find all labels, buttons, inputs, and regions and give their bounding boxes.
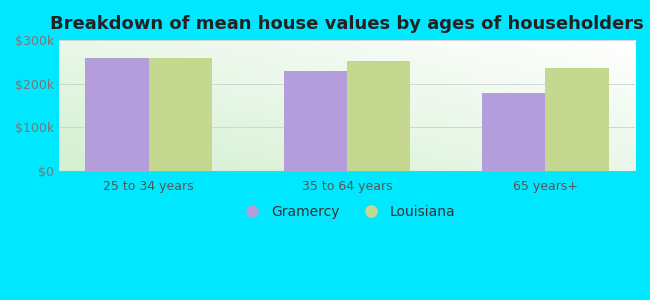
Bar bbox=[545, 68, 609, 171]
Bar bbox=[283, 70, 347, 171]
Bar bbox=[482, 93, 545, 171]
Legend: Gramercy, Louisiana: Gramercy, Louisiana bbox=[239, 205, 456, 219]
Bar bbox=[149, 58, 212, 171]
Title: Breakdown of mean house values by ages of householders: Breakdown of mean house values by ages o… bbox=[50, 15, 644, 33]
Bar bbox=[85, 58, 149, 171]
Bar bbox=[347, 61, 410, 171]
